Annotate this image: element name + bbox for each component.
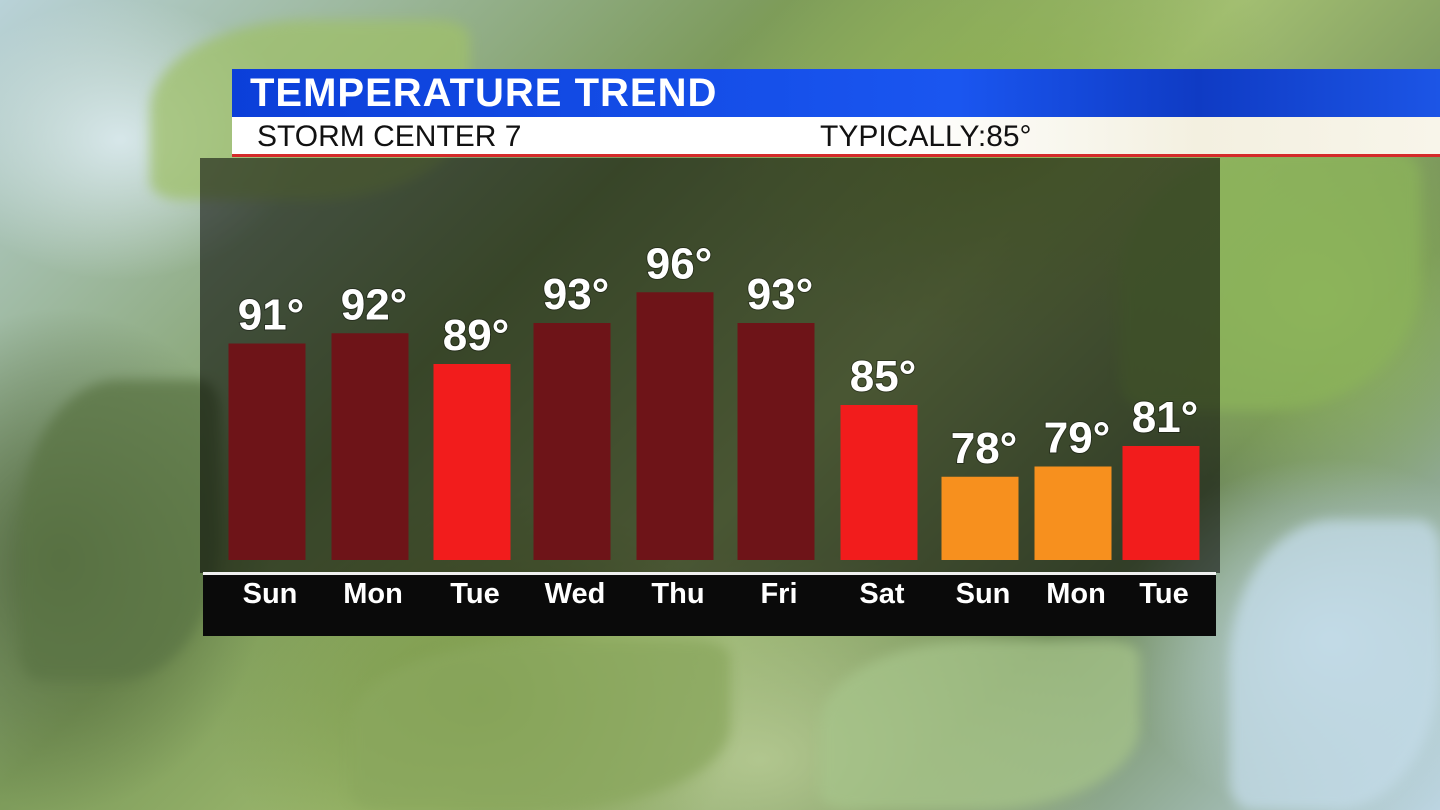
bar-value-label: 79° (1044, 414, 1111, 463)
leaf-shape (20, 380, 220, 680)
day-label: Sun (243, 578, 298, 610)
day-label: Mon (343, 578, 403, 610)
temperature-bar (433, 364, 511, 560)
bar-value-label: 85° (850, 352, 917, 401)
bar-value-label: 93° (543, 270, 610, 319)
temperature-bar (1122, 446, 1200, 560)
temperature-bar (533, 323, 611, 560)
day-label: Sun (956, 578, 1011, 610)
subtitle-bar: STORM CENTER 7 TYPICALLY:85° (232, 117, 1440, 157)
bar-value-label: 78° (951, 424, 1018, 473)
station-name: STORM CENTER 7 (257, 120, 522, 153)
temperature-bar (331, 333, 409, 560)
day-label: Tue (1139, 578, 1188, 610)
day-label: Tue (450, 578, 499, 610)
chart-title: TEMPERATURE TREND (250, 71, 718, 115)
temperature-bar (636, 292, 714, 560)
typical-value: 85° (986, 120, 1032, 153)
leaf-shape (350, 640, 730, 810)
day-label: Fri (760, 578, 797, 610)
bar-value-label: 81° (1132, 393, 1199, 442)
day-label: Wed (545, 578, 606, 610)
leaf-shape (1230, 520, 1440, 810)
typical-label: TYPICALLY: (820, 120, 987, 153)
title-bar: TEMPERATURE TREND (232, 69, 1440, 117)
temperature-bar (228, 343, 306, 560)
day-label: Sat (859, 578, 904, 610)
temperature-bar (737, 323, 815, 560)
temperature-bar (1034, 466, 1112, 560)
bar-value-label: 93° (747, 270, 814, 319)
bar-value-label: 91° (238, 291, 305, 340)
bar-value-label: 96° (646, 239, 713, 288)
day-label: Mon (1046, 578, 1106, 610)
leaf-shape (820, 640, 1140, 810)
day-label-strip (203, 572, 1216, 636)
temperature-bar (941, 476, 1019, 560)
day-label: Thu (651, 578, 704, 610)
bar-value-label: 92° (341, 280, 408, 329)
typical-temperature: TYPICALLY:85° (820, 117, 1032, 157)
temperature-bar (840, 405, 918, 560)
bar-value-label: 89° (443, 311, 510, 360)
